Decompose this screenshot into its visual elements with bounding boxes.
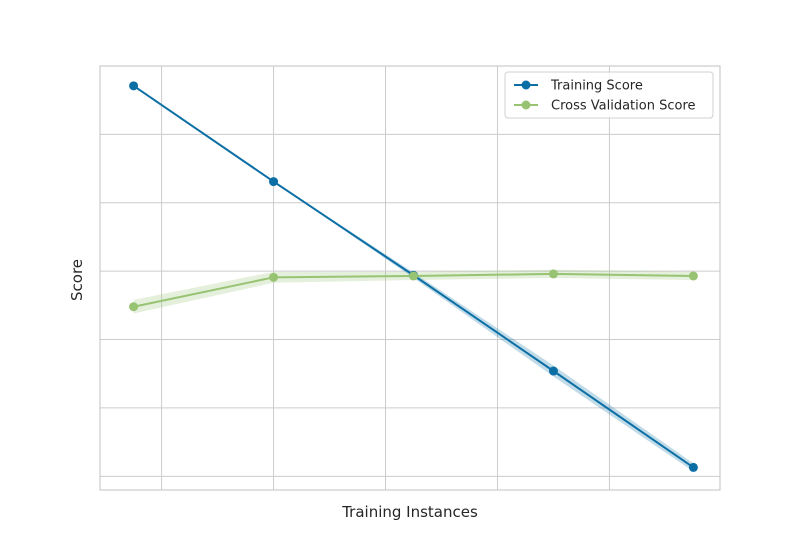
cross-validation-score-point [408,271,418,281]
legend-swatch-cv-marker [521,100,531,110]
training-score-point [548,366,558,376]
legend-label-cv: Cross Validation Score [551,99,696,114]
training-score-point [688,462,698,472]
cross-validation-score-point [269,272,279,282]
cross-validation-score-point [129,302,139,312]
series-points [129,81,698,472]
legend-box [504,71,714,119]
training-score-point [129,81,139,91]
y-axis-label: Score [68,259,86,301]
legend: Training Score Cross Validation Score [504,71,714,119]
cross-validation-score-point [688,271,698,281]
legend-label-training: Training Score [550,79,643,94]
x-axis-label: Training Instances [341,503,478,521]
legend-swatch-training-marker [521,80,531,90]
training-score-point [269,177,279,187]
cross-validation-score-point [548,269,558,279]
plot-frame [99,65,721,491]
